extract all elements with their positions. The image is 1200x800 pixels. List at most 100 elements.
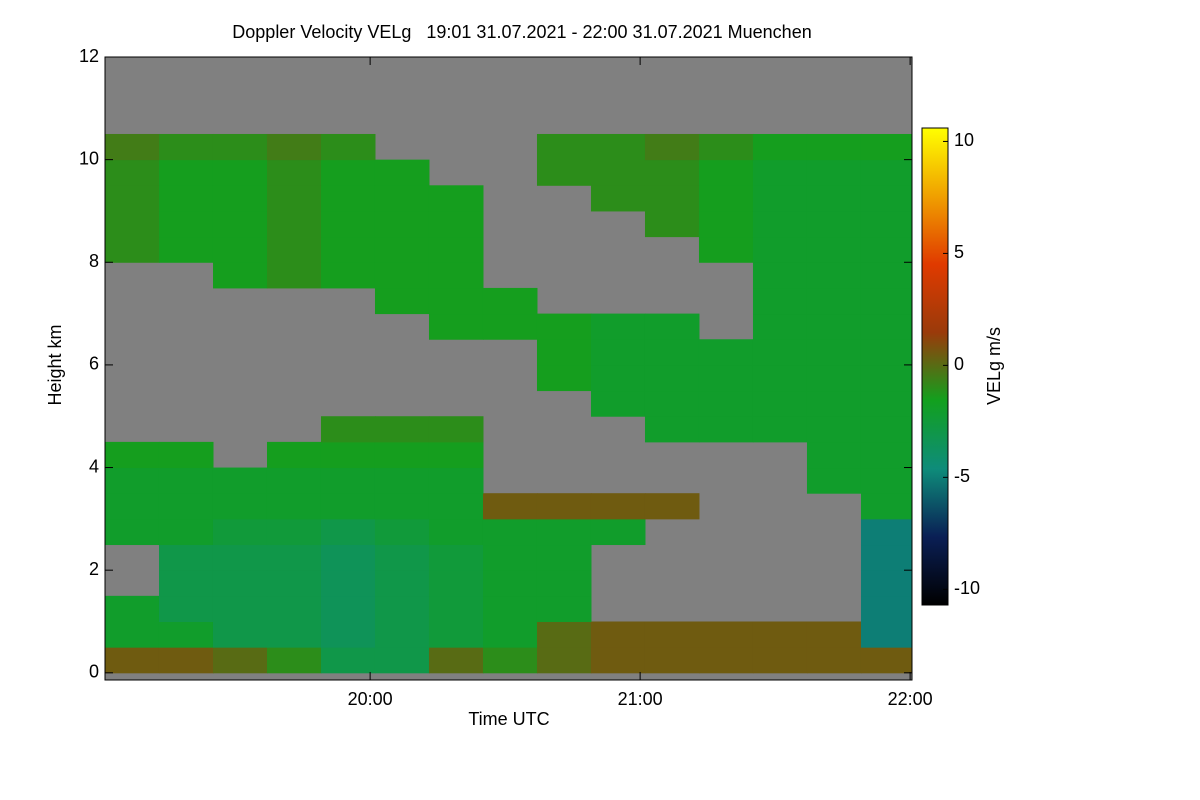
heatmap-cell (806, 364, 862, 392)
heatmap-cell (536, 518, 592, 546)
heatmap-cell (374, 647, 430, 674)
heatmap-cell (806, 416, 862, 443)
heatmap-cell (860, 416, 912, 443)
heatmap-cell (105, 493, 160, 520)
heatmap-cell (320, 493, 376, 520)
heatmap-cell (158, 595, 214, 622)
heatmap-cell (860, 621, 912, 648)
heatmap-cell (320, 544, 376, 571)
heatmap-cell (105, 518, 160, 546)
heatmap-cell (752, 133, 808, 161)
heatmap-cell (536, 159, 592, 186)
heatmap-cell (105, 467, 160, 494)
heatmap-cell (320, 159, 376, 186)
heatmap-cell (536, 595, 592, 622)
heatmap-cell (644, 390, 700, 417)
heatmap-cell (212, 159, 268, 186)
heatmap-cell (320, 185, 376, 212)
heatmap-cell (806, 621, 862, 648)
heatmap-cell (320, 595, 376, 622)
heatmap-cell (320, 210, 376, 238)
heatmap-cell (806, 390, 862, 417)
heatmap-cell (266, 621, 322, 648)
heatmap-cell (212, 647, 268, 674)
heatmap-cell (698, 210, 754, 238)
heatmap-cell (536, 133, 592, 161)
heatmap-cell (105, 159, 160, 186)
heatmap-cell (698, 236, 754, 263)
heatmap-cell (266, 493, 322, 520)
heatmap-cell (158, 236, 214, 263)
colorbar (921, 127, 949, 606)
heatmap-cell (428, 262, 484, 289)
heatmap-cell (266, 647, 322, 674)
x-axis-label: Time UTC (468, 709, 549, 729)
heatmap-cell (266, 210, 322, 238)
heatmap-cell (698, 133, 754, 161)
heatmap-cell (536, 339, 592, 366)
heatmap-cell (590, 518, 646, 546)
heatmap-cell (698, 159, 754, 186)
heatmap-cell (158, 159, 214, 186)
heatmap-cell (860, 390, 912, 417)
heatmap-cell (752, 262, 808, 289)
heatmap-cell (644, 493, 700, 520)
heatmap-cell (644, 364, 700, 392)
heatmap-cell (860, 262, 912, 289)
heatmap-cell (590, 364, 646, 392)
heatmap-cell (320, 236, 376, 263)
heatmap-cell (158, 441, 214, 469)
heatmap-cell (860, 185, 912, 212)
heatmap-cell (266, 544, 322, 571)
heatmap-cell (536, 544, 592, 571)
colorbar-tick-label: 10 (954, 130, 974, 150)
colorbar-tick-label: -5 (954, 466, 970, 486)
heatmap-cell (806, 287, 862, 315)
heatmap-cell (698, 390, 754, 417)
heatmap-cell (212, 595, 268, 622)
heatmap-cell (320, 518, 376, 546)
heatmap-cell (860, 236, 912, 263)
heatmap-cell (752, 185, 808, 212)
heatmap-cell (860, 210, 912, 238)
heatmap-cell (482, 493, 538, 520)
y-axis-label: Height km (45, 324, 65, 405)
heatmap-cell (860, 518, 912, 546)
heatmap-cell (105, 441, 160, 469)
x-tick-label: 21:00 (618, 689, 663, 709)
heatmap-cell (752, 287, 808, 315)
heatmap-cell (428, 518, 484, 546)
heatmap-cell (752, 416, 808, 443)
heatmap-cell (212, 493, 268, 520)
heatmap-cell (266, 518, 322, 546)
heatmap-cell (374, 595, 430, 622)
y-tick-label: 6 (89, 354, 99, 374)
heatmap-cell (320, 133, 376, 161)
colorbar-tick-label: -10 (954, 578, 980, 598)
heatmap-cell (105, 133, 160, 161)
heatmap-cell (320, 262, 376, 289)
heatmap-cell (105, 185, 160, 212)
heatmap-cell (698, 647, 754, 674)
heatmap-cell (158, 210, 214, 238)
heatmap-cell (428, 493, 484, 520)
heatmap-cell (374, 287, 430, 315)
heatmap-cell (374, 518, 430, 546)
heatmap-cell (212, 262, 268, 289)
heatmap-cell (320, 621, 376, 648)
heatmap-cell (212, 185, 268, 212)
heatmap-cell (482, 647, 538, 674)
heatmap-cell (374, 262, 430, 289)
heatmap-cell (428, 313, 484, 340)
heatmap-cell (752, 236, 808, 263)
heatmap-cell (320, 570, 376, 597)
heatmap-cell (536, 493, 592, 520)
heatmap-cell (482, 595, 538, 622)
heatmap-cell (212, 133, 268, 161)
heatmap-cell (105, 236, 160, 263)
heatmap-cell (158, 544, 214, 571)
heatmap-cell (644, 185, 700, 212)
heatmap-cell (806, 441, 862, 469)
y-tick-label: 0 (89, 662, 99, 682)
heatmap-cell (752, 621, 808, 648)
